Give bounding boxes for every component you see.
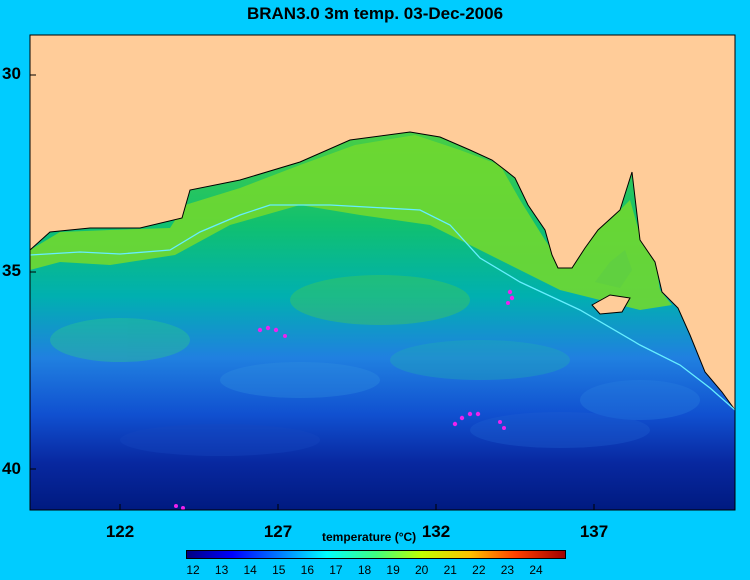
axis-tick-marks: [30, 74, 595, 510]
colorbar-tick-label: 15: [272, 563, 286, 577]
colorbar-tick-label: 24: [529, 563, 543, 577]
y-tick-label: 35: [2, 261, 21, 280]
colorbar-tick-label: 16: [300, 563, 314, 577]
x-tick-label: 137: [579, 522, 609, 541]
isotherm-contour: [29, 204, 736, 411]
australia-landmass: [29, 34, 736, 412]
kangaroo-island: [591, 294, 631, 315]
x-tick-label: 122: [105, 522, 135, 541]
colorbar-tick-label: 21: [443, 563, 457, 577]
colorbar-tick-label: 22: [472, 563, 486, 577]
spencer-gulf-water: [595, 250, 632, 288]
colorbar-tick-label: 13: [214, 563, 229, 577]
colorbar: [186, 550, 566, 559]
y-tick-label: 30: [2, 64, 21, 83]
island-markers: [174, 289, 515, 510]
colorbar-label: temperature (°C): [322, 530, 417, 544]
warm-coastal-band: [30, 135, 672, 310]
colorbar-tick-label: 20: [414, 563, 429, 577]
x-tick-label: 127: [263, 522, 293, 541]
x-tick-label: 132: [421, 522, 451, 541]
y-tick-label: 40: [2, 459, 21, 478]
colorbar-tick-label: 12: [186, 563, 200, 577]
colorbar-tick-label: 19: [386, 563, 400, 577]
colorbar-tick-label: 14: [243, 563, 257, 577]
colorbar-tick-label: 23: [500, 563, 515, 577]
colorbar-tick-label: 17: [329, 563, 343, 577]
colorbar-tick-label: 18: [357, 563, 372, 577]
map-title: BRAN3.0 3m temp. 03-Dec-2006: [246, 4, 504, 23]
eddy-texture: [50, 275, 700, 456]
